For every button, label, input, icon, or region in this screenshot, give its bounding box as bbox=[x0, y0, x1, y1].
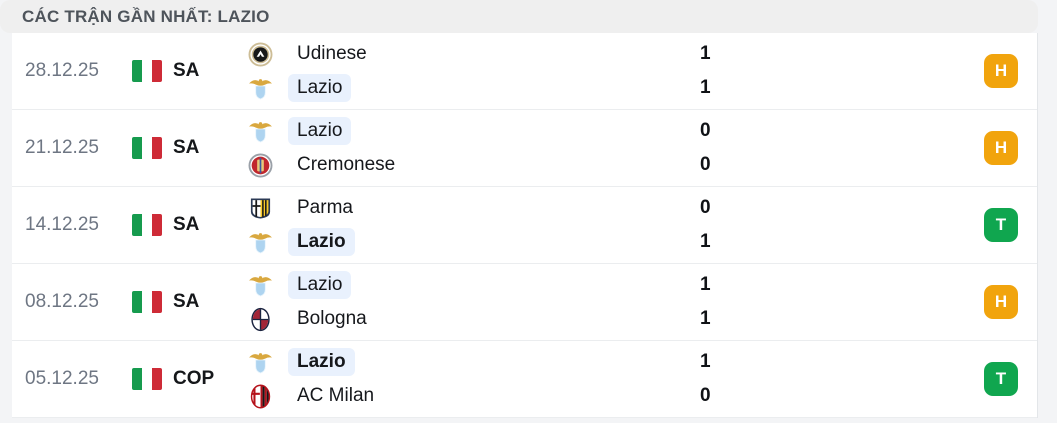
match-teams: Lazio 0 Cremonese 0 bbox=[248, 110, 1037, 186]
bologna-crest-icon bbox=[248, 307, 273, 332]
team-name: Udinese bbox=[297, 43, 367, 64]
match-teams: Lazio 1 Bologna 1 bbox=[248, 264, 1037, 340]
italy-flag-icon bbox=[132, 137, 162, 159]
team-line: Lazio 0 bbox=[248, 114, 1037, 148]
parma-crest-icon bbox=[248, 196, 273, 221]
team-name: Bologna bbox=[297, 308, 367, 329]
team-name: Lazio bbox=[288, 228, 355, 256]
match-row[interactable]: 21.12.25 SA Lazio 0 Cremonese 0 H bbox=[12, 110, 1037, 187]
competition-code: SA bbox=[173, 214, 200, 235]
team-line: Udinese 1 bbox=[248, 37, 1037, 71]
team-score: 1 bbox=[700, 308, 711, 329]
match-date: 21.12.25 bbox=[25, 137, 99, 158]
section-title: CÁC TRẬN GẦN NHẤT: LAZIO bbox=[22, 6, 270, 26]
match-row[interactable]: 14.12.25 SA Parma 0 Lazio 1 T bbox=[12, 187, 1037, 264]
team-score: 0 bbox=[700, 385, 711, 406]
match-date: 28.12.25 bbox=[25, 60, 99, 81]
match-list: 28.12.25 SA Udinese 1 Lazio 1 H 21.12.25… bbox=[12, 33, 1038, 418]
team-score: 1 bbox=[700, 274, 711, 295]
match-row[interactable]: 08.12.25 SA Lazio 1 Bologna 1 H bbox=[12, 264, 1037, 341]
team-name: Lazio bbox=[288, 348, 355, 376]
team-line: Parma 0 bbox=[248, 191, 1037, 225]
team-score: 0 bbox=[700, 154, 711, 175]
lazio-crest-icon bbox=[248, 350, 273, 375]
result-badge: T bbox=[984, 208, 1018, 242]
result-badge: H bbox=[984, 131, 1018, 165]
italy-flag-icon bbox=[132, 368, 162, 390]
match-row[interactable]: 28.12.25 SA Udinese 1 Lazio 1 H bbox=[12, 33, 1037, 110]
lazio-crest-icon bbox=[248, 273, 273, 298]
competition-code: COP bbox=[173, 368, 215, 389]
competition-code: SA bbox=[173, 137, 200, 158]
match-teams: Udinese 1 Lazio 1 bbox=[248, 33, 1037, 109]
lazio-crest-icon bbox=[248, 230, 273, 255]
team-line: Bologna 1 bbox=[248, 302, 1037, 336]
team-score: 1 bbox=[700, 43, 711, 64]
team-name: Cremonese bbox=[297, 154, 396, 175]
team-score: 1 bbox=[700, 77, 711, 98]
result-badge: T bbox=[984, 362, 1018, 396]
udinese-crest-icon bbox=[248, 42, 273, 67]
competition-code: SA bbox=[173, 291, 200, 312]
team-name: Parma bbox=[297, 197, 353, 218]
team-line: AC Milan 0 bbox=[248, 379, 1037, 413]
team-score: 0 bbox=[700, 120, 711, 141]
cremonese-crest-icon bbox=[248, 153, 273, 178]
match-date: 14.12.25 bbox=[25, 214, 99, 235]
team-line: Lazio 1 bbox=[248, 345, 1037, 379]
italy-flag-icon bbox=[132, 60, 162, 82]
recent-matches-header: CÁC TRẬN GẦN NHẤT: LAZIO bbox=[0, 0, 1038, 33]
team-line: Lazio 1 bbox=[248, 225, 1037, 259]
lazio-crest-icon bbox=[248, 119, 273, 144]
acmilan-crest-icon bbox=[248, 384, 273, 409]
match-row[interactable]: 05.12.25 COP Lazio 1 AC Milan 0 T bbox=[12, 341, 1037, 418]
team-line: Lazio 1 bbox=[248, 71, 1037, 105]
team-line: Cremonese 0 bbox=[248, 148, 1037, 182]
result-badge: H bbox=[984, 54, 1018, 88]
team-score: 1 bbox=[700, 231, 711, 252]
match-teams: Lazio 1 AC Milan 0 bbox=[248, 341, 1037, 417]
result-badge: H bbox=[984, 285, 1018, 319]
competition-code: SA bbox=[173, 60, 200, 81]
match-date: 05.12.25 bbox=[25, 368, 99, 389]
team-name: Lazio bbox=[288, 117, 352, 145]
team-name: Lazio bbox=[288, 271, 352, 299]
match-teams: Parma 0 Lazio 1 bbox=[248, 187, 1037, 263]
lazio-crest-icon bbox=[248, 76, 273, 101]
team-line: Lazio 1 bbox=[248, 268, 1037, 302]
team-name: Lazio bbox=[288, 74, 352, 102]
italy-flag-icon bbox=[132, 291, 162, 313]
team-score: 0 bbox=[700, 197, 711, 218]
italy-flag-icon bbox=[132, 214, 162, 236]
team-name: AC Milan bbox=[297, 385, 375, 406]
match-date: 08.12.25 bbox=[25, 291, 99, 312]
team-score: 1 bbox=[700, 351, 711, 372]
